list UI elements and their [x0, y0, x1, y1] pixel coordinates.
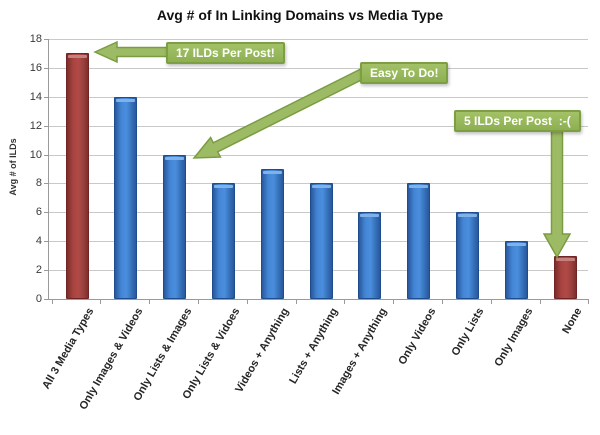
x-axis-line: [48, 299, 589, 300]
y-axis-tick: [44, 299, 48, 300]
callout-17-ilds: 17 ILDs Per Post!: [166, 42, 285, 64]
callout-5-ilds: 5 ILDs Per Post :-(: [454, 110, 581, 132]
y-tick-label: 10: [29, 148, 42, 161]
y-tick-label: 12: [29, 119, 42, 132]
bar: [65, 53, 89, 299]
chart-title: Avg # of In Linking Domains vs Media Typ…: [156, 7, 444, 23]
bar: [455, 212, 479, 299]
y-tick-label: 0: [35, 293, 42, 305]
y-tick-label: 14: [29, 90, 42, 103]
y-axis-tick: [44, 96, 48, 98]
bar-top-highlight: [409, 185, 429, 188]
bar-top-highlight: [311, 185, 331, 188]
x-axis-label: Images + Anything: [329, 306, 390, 397]
bar-top-highlight: [67, 55, 87, 58]
y-tick-label: 6: [35, 206, 42, 219]
y-tick-label: 18: [29, 33, 42, 45]
x-axis-label: Videos + Anything: [233, 306, 292, 395]
bar-top-highlight: [555, 258, 575, 261]
bar-top-highlight: [116, 99, 136, 102]
bar-top-highlight: [360, 214, 380, 217]
x-axis-tick: [393, 300, 395, 304]
y-tick-label: 16: [29, 61, 42, 74]
x-axis-label: Only Lists: [449, 306, 487, 359]
y-tick-label: 8: [35, 177, 42, 190]
x-axis-tick: [149, 300, 151, 304]
bar: [407, 183, 431, 299]
y-axis-tick: [44, 125, 48, 127]
x-axis-tick: [51, 300, 53, 304]
y-axis-tick: [44, 270, 48, 272]
bar-top-highlight: [262, 171, 282, 174]
x-axis-label: All 3 Media Types: [40, 306, 97, 392]
x-axis-tick: [442, 300, 443, 304]
bar-top-highlight: [506, 243, 526, 246]
y-tick-label: 4: [35, 235, 42, 248]
bar: [114, 97, 138, 299]
x-axis-tick: [344, 300, 346, 304]
bar-top-highlight: [457, 214, 477, 217]
bar: [309, 183, 333, 299]
x-axis-label: Lists + Anything: [287, 306, 341, 387]
y-axis-tick: [44, 183, 48, 185]
x-axis-tick: [246, 300, 248, 304]
x-axis-tick: [100, 300, 102, 304]
arrow-left-icon: [93, 40, 169, 64]
bar: [358, 212, 382, 299]
y-tick-label: 2: [35, 264, 42, 277]
bar: [260, 169, 284, 299]
y-axis-tick: [44, 212, 48, 214]
y-axis-tick: [44, 67, 48, 69]
bar-top-highlight: [213, 185, 233, 188]
y-axis-tick: [44, 154, 48, 156]
y-axis-tick: [44, 241, 48, 243]
x-axis-tick: [588, 300, 589, 304]
bar: [504, 241, 528, 299]
bar: [163, 155, 187, 299]
x-axis-tick: [295, 300, 297, 304]
arrow-diagonal-icon: [192, 66, 370, 159]
arrow-down-icon: [542, 129, 572, 259]
x-axis-label: None: [560, 306, 585, 336]
x-axis-tick: [539, 300, 541, 304]
bar: [553, 256, 577, 299]
callout-easy-to-do: Easy To Do!: [360, 62, 449, 84]
bar: [211, 183, 235, 299]
x-axis-label: Only Images: [492, 306, 536, 369]
y-axis-line: [48, 39, 49, 300]
x-axis-tick: [198, 300, 199, 304]
gridline: [48, 39, 588, 40]
x-axis-label: Only Videos: [395, 306, 438, 367]
bar-top-highlight: [165, 157, 185, 160]
gridline: [48, 67, 588, 69]
y-axis-tick: [44, 39, 48, 40]
x-axis-tick: [490, 300, 492, 304]
